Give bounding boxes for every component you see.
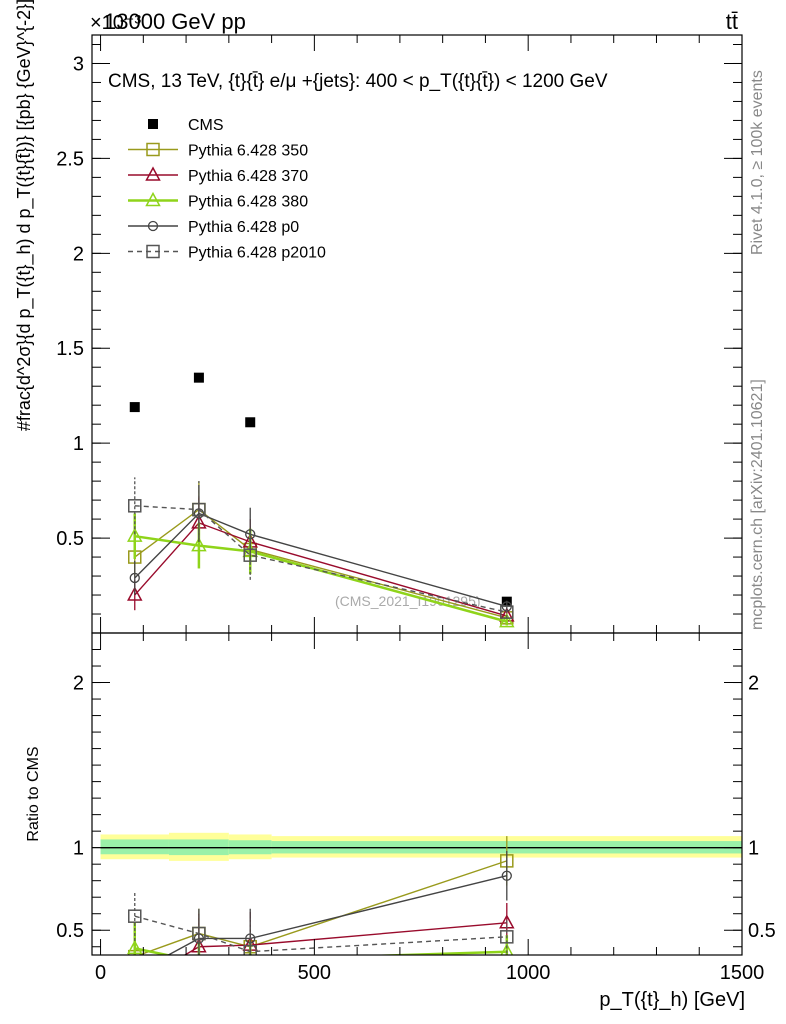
ratio-frame — [91, 632, 743, 956]
legend-label: CMS — [188, 117, 224, 134]
legend-item: Pythia 6.428 p0 — [128, 219, 299, 236]
legend-item: CMS — [148, 117, 224, 134]
chart-title: CMS, 13 TeV, {t}{t̄} e/μ +{jets}: 400 < … — [108, 71, 608, 92]
y-tick-label: 2 — [73, 243, 84, 265]
series-2-line — [134, 522, 507, 617]
y-tick-label-right: 1 — [748, 838, 759, 860]
series-4-point — [128, 909, 142, 923]
rivet-label: Rivet 4.1.0, ≥ 100k events — [749, 70, 766, 255]
uncertainty-band-inner — [100, 839, 169, 855]
series-0-point — [245, 417, 256, 428]
legend-marker — [145, 166, 161, 181]
series-3-line — [166, 875, 507, 955]
x-axis-label: p_T({t}_h) [GeV] — [599, 989, 745, 1011]
series-5-point — [192, 502, 206, 517]
series-3-point — [191, 537, 207, 552]
series-3-line — [134, 534, 508, 623]
legend-marker — [148, 119, 158, 129]
legend-label: Pythia 6.428 370 — [188, 168, 308, 185]
legend-marker — [146, 142, 160, 157]
legend-marker — [147, 220, 159, 232]
y-tick-label: 2 — [73, 673, 84, 695]
series-5-point — [500, 605, 514, 619]
legend-item: Pythia 6.428 350 — [128, 143, 308, 160]
source-label: mcplots.cern.ch [arXiv:2401.10621] — [749, 379, 766, 630]
series-5-line — [134, 505, 507, 613]
exponent-label: ×10⁻³ — [90, 12, 141, 34]
legend-label: Pythia 6.428 p2010 — [188, 245, 326, 262]
series-4-point — [500, 930, 514, 944]
series-2-point — [127, 586, 143, 601]
series-5-point — [243, 548, 257, 562]
legend-item: Pythia 6.428 p2010 — [128, 245, 326, 262]
energy-label: 13000 GeV pp — [104, 9, 246, 34]
series-2-point — [197, 953, 200, 955]
legend-label: Pythia 6.428 350 — [188, 143, 308, 160]
y-tick-label: 1.5 — [56, 338, 84, 360]
process-label: tt̄ — [726, 9, 738, 34]
ratio-panel: 0 500 1000 1500 0.5 0.5 1 1 2 2 Ratio to CMS p_T(… — [25, 632, 776, 1011]
series-3-point — [130, 969, 139, 978]
ratio-y-axis-label: Ratio to CMS — [25, 746, 42, 841]
main-panel: CMS, 13 TeV, {t}{t̄} e/μ +{jets}: 400 < … — [14, 0, 743, 634]
series-3-point — [501, 870, 512, 881]
y-tick-label: 2.5 — [56, 148, 84, 170]
y-tick-label-right: 2 — [748, 673, 759, 695]
legend-marker — [146, 244, 160, 259]
series-3-point — [127, 527, 143, 542]
y-tick-label: 3 — [73, 53, 84, 75]
legend-marker — [145, 191, 161, 207]
legend: CMS Pythia 6.428 350 Pythia 6.428 370 Pythi… — [128, 117, 326, 262]
y-tick-label: 0.5 — [56, 528, 84, 550]
legend-item: Pythia 6.428 370 — [128, 166, 308, 185]
series-4-point — [129, 572, 140, 584]
legend-item: Pythia 6.428 380 — [128, 191, 308, 211]
series-4-point — [243, 944, 257, 955]
legend-label: Pythia 6.428 380 — [188, 194, 308, 211]
y-tick-label: 1 — [73, 838, 84, 860]
series-2-point — [500, 943, 514, 955]
y-axis-label: #frac{d^2σ}{d p_T({t}_h) d p_T({t}{t̄})}… — [14, 0, 35, 431]
series-4-point — [192, 926, 206, 941]
y-tick-label: 1 — [73, 433, 84, 455]
series-0-line — [137, 860, 508, 955]
x-tick-label: 0 — [95, 962, 106, 984]
series-3-point — [499, 613, 515, 628]
x-tick-label: 1000 — [506, 962, 551, 984]
series-1-line — [183, 922, 507, 955]
x-tick-label: 1500 — [720, 962, 765, 984]
series-0-point — [193, 372, 204, 383]
series-0-point — [129, 402, 140, 413]
series-1-point — [128, 978, 141, 990]
y-tick-label-right: 0.5 — [748, 920, 776, 942]
series-5-point — [128, 499, 142, 513]
series-4-line — [134, 512, 507, 608]
y-tick-label: 0.5 — [56, 920, 84, 942]
x-tick-label: 500 — [298, 962, 331, 984]
legend-label: Pythia 6.428 p0 — [188, 219, 299, 236]
series-4-line — [134, 915, 507, 953]
series-2-point — [127, 939, 143, 955]
